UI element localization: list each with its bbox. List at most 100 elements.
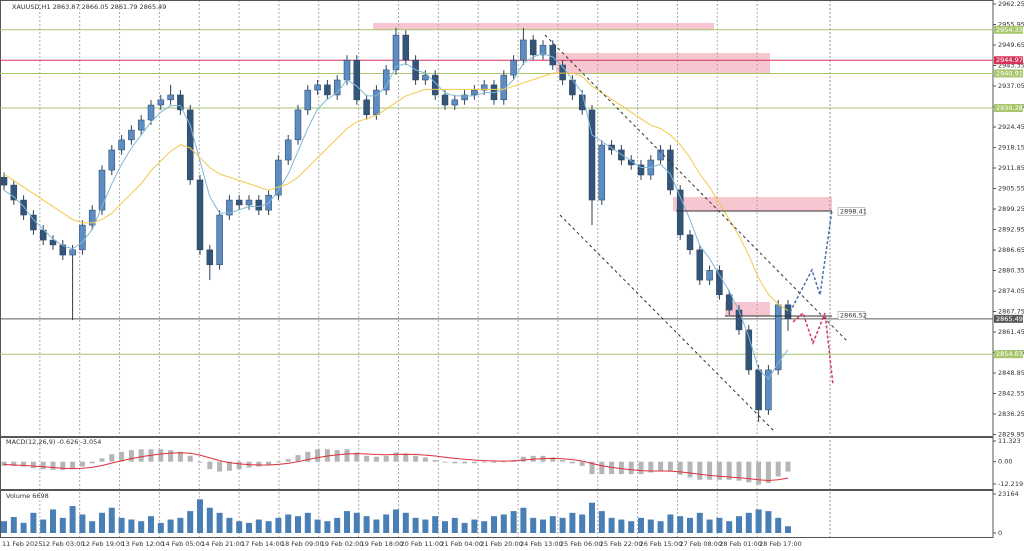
level-label-box: [994, 350, 1023, 359]
volume-bar: [687, 517, 693, 533]
level-label-box: [994, 25, 1023, 34]
volume-bar: [461, 522, 468, 533]
candle-body: [667, 149, 674, 191]
y-tick-label: 2943.35: [998, 62, 1024, 70]
candle-body: [755, 369, 762, 411]
macd-histogram-bar: [207, 461, 213, 470]
candle-body: [343, 59, 351, 81]
volume-bar: [491, 516, 497, 533]
volume-bar: [69, 506, 76, 533]
candle-body: [294, 109, 302, 141]
level-label: 2930.28: [996, 104, 1023, 112]
candle-body: [196, 179, 204, 251]
x-tick-label: 14 Feb 21:00: [201, 540, 244, 548]
macd-histogram-bar: [109, 454, 115, 462]
macd-histogram-bar: [266, 461, 272, 465]
y-tick-label: 2848.85: [998, 369, 1024, 377]
volume-bar: [148, 516, 154, 533]
volume-bar: [628, 521, 635, 533]
macd-histogram-bar: [638, 461, 644, 475]
x-tick-label: 21 Feb 20:00: [480, 540, 523, 548]
macd-histogram-bar: [658, 461, 664, 471]
volume-bar: [138, 521, 145, 533]
macd-histogram-bar: [501, 461, 507, 463]
macd-histogram-bar: [168, 450, 174, 462]
volume-bar: [314, 519, 321, 533]
volume-bar: [667, 514, 674, 533]
volume-bar: [324, 521, 331, 533]
candle-body: [529, 39, 537, 56]
candle-body: [578, 94, 586, 111]
x-tick-label: 11 Feb 2025: [2, 540, 42, 548]
candle-body: [392, 34, 400, 71]
candle-body: [637, 164, 645, 176]
macd-histogram-bar: [422, 457, 428, 462]
candle-body: [275, 159, 282, 196]
macd-histogram-bar: [344, 449, 350, 462]
macd-histogram-bar: [393, 452, 399, 462]
candle-body: [137, 119, 145, 131]
y-tick-label: 2880.35: [998, 267, 1024, 275]
candle-body: [20, 199, 27, 216]
x-tick-label: 25 Feb 06:00: [560, 540, 603, 548]
volume-bar: [30, 512, 37, 533]
candle-body: [79, 224, 86, 251]
volume-bar: [442, 521, 448, 533]
candle-body: [402, 34, 410, 61]
volume-bar: [59, 517, 66, 533]
candle-body: [461, 94, 468, 101]
volume-bar: [647, 519, 654, 533]
macd-histogram-bar: [403, 453, 409, 462]
y-tick-label: 2955.95: [998, 21, 1024, 29]
volume-bar: [353, 512, 360, 533]
candle-body: [735, 309, 743, 331]
volume-bar: [412, 517, 419, 533]
macd-histogram-bar: [452, 461, 458, 464]
volume-bar: [530, 517, 537, 533]
candle-body: [157, 99, 165, 106]
volume-bar: [393, 509, 399, 533]
volume-bar: [736, 516, 742, 533]
volume-bar: [1, 521, 7, 533]
macd-histogram-bar: [236, 461, 242, 470]
volume-bar: [569, 512, 576, 533]
volume-bar: [618, 519, 625, 533]
volume-tick-label: 23164: [998, 490, 1019, 498]
macd-histogram-bar: [60, 461, 66, 470]
volume-bar: [206, 507, 213, 533]
macd-histogram-bar: [648, 461, 654, 473]
level-label-box: [994, 104, 1023, 113]
y-tick-label: 2937.05: [998, 82, 1024, 90]
volume-bar: [657, 521, 664, 533]
volume-bar: [50, 509, 56, 533]
macd-histogram-bar: [187, 455, 193, 462]
volume-bar: [451, 517, 458, 533]
macd-histogram-bar: [373, 456, 379, 462]
macd-tick-label: 11.323: [998, 437, 1021, 445]
macd-histogram-bar: [628, 461, 634, 475]
candle-body: [510, 59, 517, 76]
candle-body: [147, 104, 155, 121]
level-label: 2854.63: [996, 350, 1023, 358]
volume-bar: [226, 517, 233, 533]
macd-histogram-bar: [746, 461, 752, 483]
macd-histogram-bar: [560, 460, 566, 462]
candle-body: [108, 149, 116, 171]
price-label-box: [837, 207, 866, 216]
panel-frame: [0, 490, 994, 538]
y-tick-label: 2905.55: [998, 185, 1024, 193]
candle-body: [49, 239, 57, 246]
volume-bar: [216, 512, 223, 533]
x-tick-label: 14 Feb 05:00: [161, 540, 204, 548]
volume-bar: [99, 512, 105, 533]
volume-bar: [510, 511, 517, 533]
y-tick-label: 2886.65: [998, 246, 1024, 254]
candle-body: [333, 79, 341, 96]
volume-bar: [726, 521, 733, 533]
macd-histogram-bar: [677, 461, 683, 475]
candle-body: [559, 64, 566, 81]
projections: [544, 34, 849, 433]
